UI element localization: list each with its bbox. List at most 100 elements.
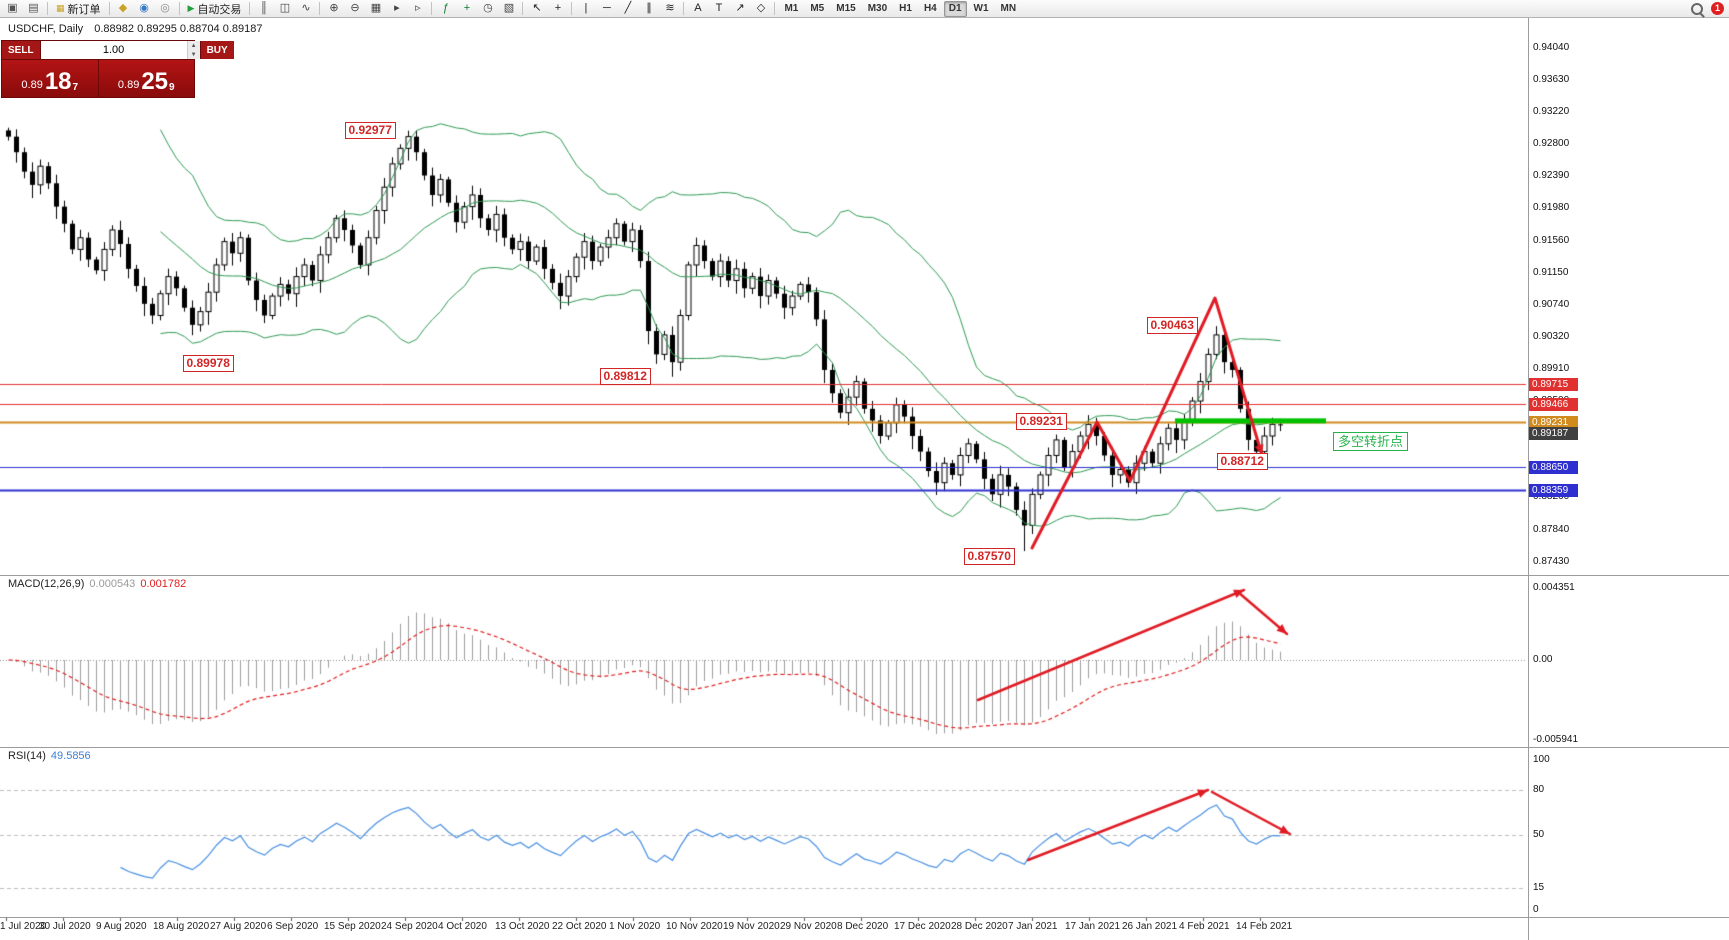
- date-label: 9 Aug 2020: [96, 921, 147, 932]
- date-label: 1 Nov 2020: [609, 921, 661, 932]
- vertical-line-icon[interactable]: |: [584, 2, 588, 14]
- bar-chart-icon[interactable]: ║: [260, 2, 268, 14]
- fibonacci-icon[interactable]: ≋: [665, 2, 675, 14]
- auto-trading-button[interactable]: ▶ 自动交易: [183, 0, 247, 17]
- date-label: 22 Oct 2020: [552, 921, 607, 932]
- text-icon[interactable]: A: [694, 2, 702, 14]
- volume-up-button[interactable]: ▲: [187, 41, 200, 50]
- timeframe-button-m30[interactable]: M30: [867, 2, 888, 14]
- symbol-name: USDCHF, Daily: [8, 23, 84, 35]
- signals-icon[interactable]: ◉: [139, 2, 149, 14]
- notification-badge[interactable]: 1: [1711, 2, 1724, 15]
- sell-button[interactable]: SELL: [2, 41, 41, 59]
- date-label: 18 Aug 2020: [153, 921, 210, 932]
- price-scale-label: 0.91560: [1533, 234, 1570, 246]
- date-label: 26 Jan 2021: [1122, 921, 1178, 932]
- timeframe-button-h4[interactable]: H4: [923, 2, 937, 14]
- channel-icon[interactable]: ∥: [646, 2, 652, 14]
- price-scale-label: 0.88260: [1533, 491, 1570, 503]
- buy-price[interactable]: 0.89 25 9: [117, 68, 175, 95]
- volume-down-button[interactable]: ▼: [187, 50, 200, 59]
- line-chart-icon[interactable]: ∿: [301, 2, 311, 14]
- price-scale-label: 0.91150: [1533, 266, 1569, 278]
- buy-button[interactable]: BUY: [199, 41, 234, 59]
- date-label: 28 Dec 2020: [951, 921, 1008, 932]
- timeframe-button-w1[interactable]: W1: [973, 2, 989, 14]
- toolbar-separator: [249, 2, 251, 15]
- toolbar: ▣ ▤ ▦ 新订单 ◆ ◉ ◎ ▶ 自动交易 ║ ◫ ∿ ⊕ ⊖ ▦ ▸ ▹ ƒ + ◷ ▧ ↖ + | ─ ╱ ∥ ≋ A T ↗ ◇ M1 M…: [0, 0, 1729, 18]
- panel-separator[interactable]: [0, 575, 1729, 576]
- date-label: 14 Feb 2021: [1236, 921, 1293, 932]
- horizontal-line-icon[interactable]: ─: [603, 2, 611, 14]
- macd-scale-label: 0.00: [1533, 654, 1553, 665]
- price-annotation[interactable]: 0.92977: [344, 121, 396, 139]
- text-label-icon[interactable]: T: [715, 2, 723, 14]
- new-order-icon: ▦: [56, 3, 65, 13]
- new-order-button[interactable]: ▦ 新订单: [51, 0, 106, 17]
- market-icon[interactable]: ◆: [118, 2, 128, 14]
- cursor-icon[interactable]: ↖: [532, 2, 542, 14]
- rsi-indicator-label: RSI(14) 49.5856: [8, 750, 91, 762]
- search-icon[interactable]: [1691, 3, 1703, 15]
- candlestick-icon[interactable]: ◫: [279, 2, 291, 14]
- trendline-icon[interactable]: ╱: [624, 2, 632, 14]
- price-scale-label: 0.87430: [1533, 556, 1570, 567]
- price-annotation[interactable]: 0.89978: [182, 354, 234, 372]
- price-annotation[interactable]: 0.89812: [599, 367, 651, 385]
- macd-scale-label: 0.004351: [1533, 582, 1575, 593]
- auto-scroll-icon[interactable]: ▸: [394, 2, 400, 14]
- toolbar-separator: [178, 2, 180, 15]
- periods-icon[interactable]: ◷: [483, 2, 493, 14]
- toolbar-separator: [47, 2, 48, 15]
- indicators-icon[interactable]: ƒ: [442, 2, 449, 14]
- price-annotation[interactable]: 0.90463: [1146, 317, 1198, 335]
- zoom-in-icon[interactable]: ⊕: [329, 2, 339, 14]
- arrow-tool-icon[interactable]: ↗: [735, 2, 745, 14]
- price-scale-separator: [1528, 18, 1529, 940]
- price-scale-label: 0.92800: [1533, 138, 1570, 150]
- shapes-icon[interactable]: ◇: [756, 2, 766, 14]
- timeframe-button-mn[interactable]: MN: [1000, 2, 1017, 14]
- date-label: 27 Aug 2020: [210, 921, 267, 932]
- price-annotation[interactable]: 0.89231: [1015, 412, 1067, 430]
- date-label: 29 Nov 2020: [780, 921, 837, 932]
- templates-icon[interactable]: ▧: [503, 2, 515, 14]
- timeframe-button-m15[interactable]: M15: [836, 2, 856, 14]
- vps-icon[interactable]: ◎: [160, 2, 170, 14]
- price-tag: 0.89231: [1529, 415, 1578, 429]
- sell-price[interactable]: 0.89 18 7: [21, 68, 79, 95]
- volume-stepper: ▲ ▼: [40, 41, 200, 59]
- date-label: 6 Sep 2020: [267, 921, 319, 932]
- date-label: 10 Nov 2020: [666, 921, 723, 932]
- add-indicator-icon[interactable]: +: [463, 2, 471, 14]
- volume-input[interactable]: [40, 41, 187, 59]
- panel-separator[interactable]: [0, 747, 1729, 748]
- timeframe-button-d1[interactable]: D1: [943, 0, 967, 17]
- price-tag: 0.89715: [1529, 378, 1578, 392]
- rsi-scale-label: 50: [1533, 829, 1545, 840]
- timeframe-button-h1[interactable]: H1: [899, 2, 912, 14]
- toolbar-separator: [683, 2, 685, 15]
- tile-windows-icon[interactable]: ▦: [370, 2, 382, 14]
- toolbar-separator: [522, 2, 524, 15]
- macd-indicator-label: MACD(12,26,9) 0.000543 0.001782: [8, 578, 186, 590]
- price-annotation[interactable]: 0.88712: [1216, 453, 1268, 471]
- date-label: 7 Jan 2021: [1008, 921, 1058, 932]
- auto-trading-button-label: 自动交易: [197, 3, 242, 16]
- new-chart-icon[interactable]: ▣: [7, 2, 18, 14]
- price-annotation[interactable]: 0.87570: [963, 548, 1015, 566]
- date-label: 4 Feb 2021: [1179, 921, 1230, 932]
- zoom-out-icon[interactable]: ⊖: [350, 2, 360, 14]
- chart-shift-icon[interactable]: ▹: [415, 2, 421, 14]
- price-tag: 0.89187: [1529, 427, 1578, 441]
- crosshair-icon[interactable]: +: [554, 2, 562, 14]
- toolbar-separator: [319, 2, 321, 15]
- timeframe-button-m1[interactable]: M1: [784, 2, 799, 14]
- timeframe-button-m5[interactable]: M5: [810, 2, 825, 14]
- chart-profiles-icon[interactable]: ▤: [28, 2, 39, 14]
- price-scale-label: 0.93220: [1533, 105, 1570, 117]
- date-label: 24 Sep 2020: [381, 921, 438, 932]
- turning-point-note[interactable]: 多空转折点: [1333, 432, 1409, 451]
- price-scale-label: 0.93630: [1533, 73, 1570, 85]
